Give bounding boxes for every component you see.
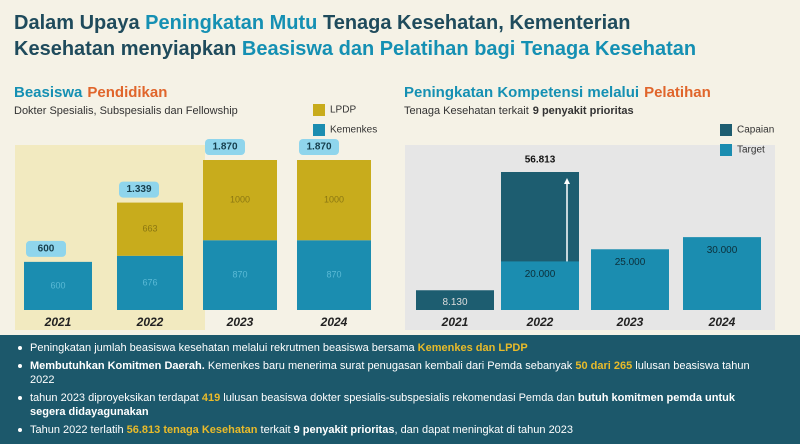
total-badge (299, 139, 339, 155)
title-part: Tenaga Kesehatan, Kementerian (317, 12, 630, 34)
value-label: 30.000 (707, 245, 738, 256)
legend-swatch (720, 144, 732, 156)
value-label: 1000 (230, 194, 250, 204)
chart-subtitle: Tenaga Kesehatan terkait 9 penyakit prior… (404, 105, 634, 117)
value-label: 8.130 (442, 297, 467, 308)
bullet: tahun 2023 diproyeksikan terdapat 419 lu… (18, 391, 760, 419)
x-tick-label: 2021 (441, 315, 469, 329)
bar (501, 261, 579, 310)
title-part: Peningkatan Mutu (145, 12, 317, 34)
total-badge (26, 240, 66, 257)
bullet-text: 50 dari 265 (575, 360, 633, 372)
title: Peningkatan Kompetensi melalui (404, 84, 639, 101)
bar (416, 290, 494, 310)
legend-swatch (313, 124, 325, 136)
bar-segment (117, 255, 183, 310)
value-label: 56.813 (525, 155, 556, 166)
bullet: Membutuhkan Komitmen Daerah. Kemenkes ba… (18, 359, 760, 387)
value-label: 870 (326, 269, 341, 279)
bullet-text: terkait (257, 424, 294, 436)
bullet-text: 9 penyakit prioritas (293, 424, 395, 436)
value-label: 25.000 (615, 257, 646, 268)
legend-swatch (313, 104, 325, 116)
bar-segment (24, 261, 92, 310)
bullet-text: lulusan beasiswa tahun 2022 (30, 360, 750, 386)
bullet-text: 419 (201, 392, 221, 404)
legend-label: Target (737, 145, 765, 156)
bar-segment (203, 240, 277, 310)
header-title: Kesehatan menyiapkan Beasiswa dan Pelati… (14, 38, 696, 60)
title-em: Pelatihan (644, 84, 711, 101)
subtitle: Tenaga Kesehatan terkait (404, 105, 529, 117)
arrow-head (564, 178, 570, 184)
bar (683, 237, 761, 310)
bullet-text: 56.813 tenaga Kesehatan (126, 424, 258, 436)
subtitle: Dokter Spesialis, Subspesialis dan Fello… (14, 105, 238, 117)
title-part: Beasiswa dan Pelatihan bagi Tenaga Keseh… (242, 38, 696, 60)
title-part: Kesehatan menyiapkan (14, 38, 242, 60)
total-label: 1.870 (212, 142, 237, 153)
bullet-text: Peningkatan jumlah beasiswa kesehatan me… (30, 342, 418, 354)
x-tick-label: 2024 (708, 315, 736, 329)
title-em: Pendidikan (87, 84, 167, 101)
value-label: 600 (50, 280, 65, 290)
value-label: 870 (232, 269, 247, 279)
chart-title: Peningkatan Kompetensi melalui Pelatihan (404, 84, 711, 101)
charts: Dalam Upaya Peningkatan Mutu Tenaga Kese… (14, 12, 775, 330)
x-tick-label: 2021 (44, 315, 72, 329)
value-label: 663 (142, 224, 157, 234)
chart-title: Beasiswa Pendidikan (14, 84, 167, 101)
bar-segment (203, 160, 277, 241)
total-label: 1.339 (126, 184, 151, 195)
legend-label: Capaian (737, 125, 774, 136)
total-badge (205, 139, 245, 155)
notes: Peningkatan jumlah beasiswa kesehatan me… (0, 335, 800, 444)
bar-segment (297, 160, 371, 241)
bullet-text: , dan dapat meningkat di tahun 2023 (394, 424, 574, 436)
value-label: 1000 (324, 194, 344, 204)
bullet: Tahun 2022 terlatih 56.813 tenaga Keseha… (18, 423, 760, 437)
total-badge (119, 181, 159, 198)
title: Beasiswa (14, 84, 83, 101)
bar-segment (117, 202, 183, 256)
bullet-text: Kemenkes baru menerima surat penugasan k… (204, 360, 576, 372)
bullet-text: Kemenkes dan LPDP (417, 342, 528, 354)
x-tick-label: 2023 (616, 315, 644, 329)
x-tick-label: 2024 (320, 315, 348, 329)
bullet-text: butuh komitmen pemda untuk segera didaya… (30, 392, 735, 418)
value-label: 20.000 (525, 269, 556, 280)
total-label: 1.870 (306, 142, 331, 153)
header-title: Dalam Upaya Peningkatan Mutu Tenaga Kese… (14, 12, 630, 34)
legend-label: LPDP (330, 105, 356, 116)
legend-swatch (720, 124, 732, 136)
chart-subtitle: Dokter Spesialis, Subspesialis dan Fello… (14, 105, 238, 117)
bar (591, 249, 669, 310)
bullet-text: lulusan beasiswa dokter spesialis-subspe… (220, 392, 578, 404)
x-tick-label: 2022 (136, 315, 164, 329)
bullet-text: Tahun 2022 terlatih (30, 424, 127, 436)
value-label: 676 (142, 277, 157, 287)
subtitle-em: 9 penyakit prioritas (533, 105, 634, 117)
legend-label: Kemenkes (330, 125, 377, 136)
x-tick-label: 2022 (526, 315, 554, 329)
bullet-text: Membutuhkan Komitmen Daerah. (30, 360, 205, 372)
total-label: 600 (38, 244, 55, 255)
x-tick-label: 2023 (226, 315, 254, 329)
bar-segment (297, 240, 371, 310)
bullet-text: tahun 2023 diproyeksikan terdapat (30, 392, 202, 404)
bullet: Peningkatan jumlah beasiswa kesehatan me… (18, 341, 760, 355)
title-part: Dalam Upaya (14, 12, 145, 34)
